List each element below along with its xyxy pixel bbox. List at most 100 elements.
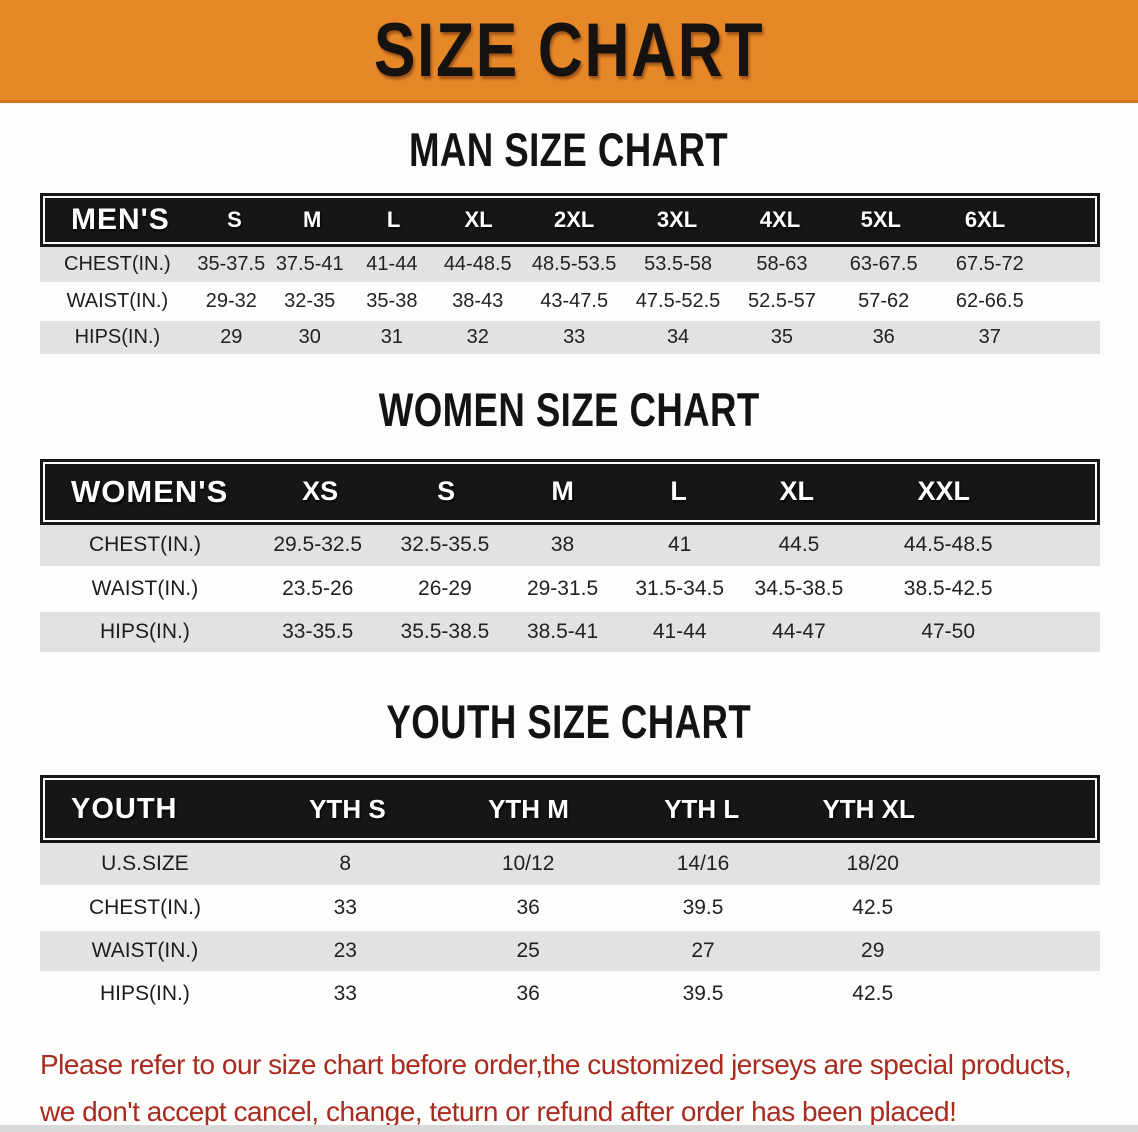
column-header: XL [464,207,493,232]
cell-value: 41-44 [620,610,739,655]
cell-value: 52.5-57 [731,283,833,321]
disclaimer-line-1: Please refer to our size chart before or… [40,1048,1072,1080]
row-label: HIPS(IN.) [40,610,250,655]
table-corner-label: MEN'S [71,203,170,236]
column-header: YTH S [309,793,386,824]
women-section-heading-text: WOMEN SIZE CHART [378,382,760,436]
cell-value: 38-43 [432,283,524,321]
table-row: CHEST(IN.) 35-37.5 37.5-41 41-44 44-48.5 48.5… [40,247,1100,285]
row-label: WAIST(IN.) [40,567,250,612]
disclaimer-line-2: we don't accept cancel, change, teturn o… [40,1095,957,1127]
column-header: S [437,476,456,506]
cell-value: 35-37.5 [194,247,268,285]
row-label: WAIST(IN.) [40,929,250,974]
cell-value: 23 [249,929,441,974]
cell-value: 34.5-38.5 [738,567,860,612]
youth-section-heading-text: YOUTH SIZE CHART [386,695,752,748]
cell-value: 27 [615,929,791,974]
cell-value: 43-47.5 [523,283,626,321]
cell-value: 39.5 [615,972,791,1017]
column-header: YTH M [488,793,569,824]
row-label: CHEST(IN.) [40,524,250,569]
column-header: YTH XL [822,793,915,824]
cell-value: 47-50 [859,610,1100,655]
table-row: CHEST(IN.) 29.5-32.5 32.5-35.5 38 41 44.5 44.5… [40,524,1100,569]
cell-value: 47.5-52.5 [625,283,732,321]
cell-value: 31.5-34.5 [620,567,739,612]
row-label: U.S.SIZE [40,843,250,888]
cell-value: 29 [790,929,1100,974]
row-label: CHEST(IN.) [40,886,250,931]
cell-value: 35 [731,319,833,357]
table-corner-label: WOMEN'S [71,473,229,509]
cell-value: 37.5-41 [267,247,352,285]
cell-value: 8 [249,843,441,888]
men-section-heading: MAN SIZE CHART [0,123,1138,177]
cell-value: 38.5-41 [504,610,621,655]
cell-value: 33 [523,319,626,357]
women-section-heading: WOMEN SIZE CHART [0,383,1138,437]
table-row: CHEST(IN.) 33 36 39.5 42.5 [40,886,1100,931]
youth-size-section: YOUTH SIZE CHART YOUTH YTH S YTH M YTH L YTH… [0,695,1138,1017]
cell-value: 44.5 [738,524,860,569]
cell-value: 36 [440,972,616,1017]
cell-value: 38.5-42.5 [859,567,1100,612]
youth-table-header: YOUTH YTH S YTH M YTH L YTH XL [40,775,1100,843]
bottom-edge-bar [0,1125,1138,1132]
cell-value: 25 [440,929,616,974]
women-table-header: WOMEN'S XS S M L XL XXL [40,458,1100,525]
cell-value: 34 [625,319,732,357]
column-header: M [303,207,322,232]
cell-value: 36 [832,319,935,357]
column-header: S [227,207,242,232]
men-size-table: MEN'S S M L XL 2XL 3XL 4XL 5XL 6XL CHEST(IN.) 35-3… [40,193,1100,357]
table-row: U.S.SIZE 8 10/12 14/16 18/20 [40,843,1100,888]
men-section-heading-text: MAN SIZE CHART [409,123,729,176]
title-banner: SIZE CHART [0,0,1138,103]
cell-value: 14/16 [615,843,791,888]
table-row: WAIST(IN.) 23.5-26 26-29 29-31.5 31.5-34.5 34… [40,567,1100,612]
cell-value: 33-35.5 [249,610,386,655]
table-row: HIPS(IN.) 33 36 39.5 42.5 [40,972,1100,1017]
cell-value: 29 [194,319,268,357]
table-row: WAIST(IN.) 23 25 27 29 [40,929,1100,974]
column-header: YTH L [664,793,740,824]
cell-value: 29-32 [194,283,268,321]
cell-value: 35.5-38.5 [385,610,505,655]
table-row: HIPS(IN.) 33-35.5 35.5-38.5 38.5-41 41-44 44-… [40,610,1100,655]
cell-value: 63-67.5 [832,247,935,285]
cell-value: 42.5 [790,972,1100,1017]
cell-value: 32 [432,319,524,357]
column-header: L [386,207,401,232]
cell-value: 33 [249,886,441,931]
cell-value: 44-47 [738,610,860,655]
cell-value: 32.5-35.5 [385,524,505,569]
column-header: XS [302,476,339,506]
cell-value: 44.5-48.5 [859,524,1100,569]
column-header: 3XL [656,207,698,232]
cell-value: 30 [267,319,352,357]
youth-size-table: YOUTH YTH S YTH M YTH L YTH XL U.S.SIZE 8 10/1… [40,775,1100,1017]
row-label: HIPS(IN.) [40,972,250,1017]
column-header: 4XL [759,207,801,232]
column-header: 5XL [860,207,901,232]
women-size-table: WOMEN'S XS S M L XL XXL CHEST(IN.) 29.5-32.5 32.… [40,458,1100,655]
column-header: M [551,476,574,506]
cell-value: 36 [440,886,616,931]
cell-value: 10/12 [440,843,616,888]
cell-value: 29-31.5 [504,567,621,612]
row-label: WAIST(IN.) [40,283,195,321]
cell-value: 44-48.5 [432,247,524,285]
disclaimer-text: Please refer to our size chart before or… [40,1041,1108,1132]
cell-value: 41-44 [351,247,433,285]
cell-value: 33 [249,972,441,1017]
cell-value: 53.5-58 [625,247,732,285]
cell-value: 32-35 [267,283,352,321]
table-row: HIPS(IN.) 29 30 31 32 33 34 35 36 37 [40,319,1100,357]
column-header: L [670,476,687,506]
cell-value: 41 [620,524,739,569]
table-row: WAIST(IN.) 29-32 32-35 35-38 38-43 43-47.5 47.… [40,283,1100,321]
cell-value: 42.5 [790,886,1100,931]
cell-value: 29.5-32.5 [249,524,386,569]
